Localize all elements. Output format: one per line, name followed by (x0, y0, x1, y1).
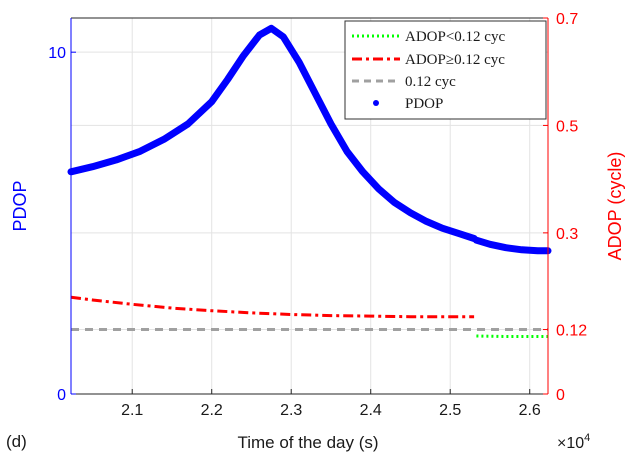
x-exponent-label: ×104 (557, 432, 590, 452)
legend-label-threshold: 0.12 cyc (405, 74, 456, 90)
x-tick-label: 2.6 (519, 402, 541, 419)
series-pdop (472, 236, 552, 255)
y-right-tick-label: 0.7 (556, 11, 578, 28)
x-tick-label: 2.1 (121, 402, 143, 419)
series-pdop (67, 24, 478, 242)
axes (70, 17, 549, 395)
series-adop-0-12-cyc (476, 334, 548, 338)
y-left-tick-label: 10 (48, 45, 66, 62)
x-axis-label: Time of the day (s) (237, 433, 378, 452)
y-right-tick-label: 0.3 (556, 226, 578, 243)
legend-label-adop-high: ADOP≥0.12 cyc (405, 52, 505, 68)
series-layer (67, 24, 552, 338)
y-right-tick-label: 0.12 (556, 323, 587, 340)
y-right-tick-label: 0 (556, 387, 565, 404)
legend-label-pdop: PDOP (405, 96, 443, 112)
x-tick-label: 2.4 (360, 402, 382, 419)
legend-swatch-pdop (373, 100, 379, 106)
x-tick-label: 2.3 (280, 402, 302, 419)
x-tick-label: 2.2 (201, 402, 223, 419)
panel-label: (d) (6, 432, 27, 451)
y-right-tick-label: 0.5 (556, 118, 578, 135)
tick-labels: 2.1 2.2 2.3 2.4 2.5 2.6 0 10 0 0.12 0.3 0.5 0.7 (48, 11, 587, 419)
y-right-axis-label: ADOP (cycle) (605, 152, 625, 261)
y-left-tick-label: 0 (57, 387, 66, 404)
legend: ADOP<0.12 cyc ADOP≥0.12 cyc 0.12 cyc PDO… (344, 20, 547, 120)
x-tick-label: 2.5 (439, 402, 461, 419)
y-left-axis-label: PDOP (10, 180, 30, 231)
legend-label-adop-low: ADOP<0.12 cyc (405, 29, 505, 45)
